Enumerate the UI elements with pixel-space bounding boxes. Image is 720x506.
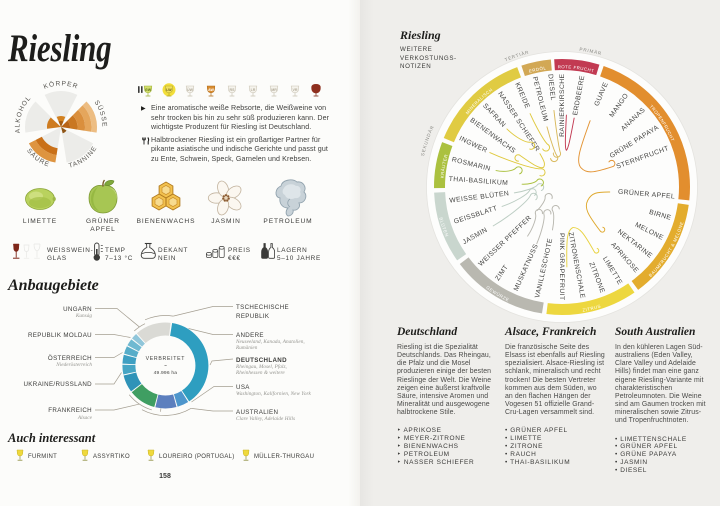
svg-text:LW: LW	[166, 88, 172, 92]
svg-text:VR: VR	[293, 88, 298, 92]
svg-text:AW: AW	[208, 88, 214, 92]
svg-text:DIESEL: DIESEL	[546, 74, 556, 101]
svg-text:BLÜTEN: BLÜTEN	[438, 217, 449, 238]
svg-text:KRÄUTER: KRÄUTER	[440, 154, 449, 179]
svg-text:VERBREITET: VERBREITET	[146, 356, 186, 362]
svg-text:RAINIERKIRSCHE: RAINIERKIRSCHE	[559, 73, 566, 136]
svg-text:~: ~	[164, 364, 167, 370]
svg-text:ZITRUS: ZITRUS	[582, 303, 602, 312]
svg-text:ERDÖL: ERDÖL	[528, 65, 546, 73]
svg-text:ROTE FRUCHT: ROTE FRUCHT	[558, 64, 595, 73]
svg-text:LR: LR	[251, 88, 256, 92]
svg-text:GW: GW	[145, 88, 152, 92]
svg-text:LOUREIRO (PORTUGAL): LOUREIRO (PORTUGAL)	[159, 454, 235, 460]
svg-text:PINK GRAPEFRUIT: PINK GRAPEFRUIT	[558, 233, 565, 301]
svg-text:KÖRPER: KÖRPER	[43, 80, 79, 91]
svg-text:49.996 ha: 49.996 ha	[154, 370, 178, 376]
svg-text:MR: MR	[271, 88, 277, 92]
svg-text:PRIMÄR: PRIMÄR	[579, 47, 602, 57]
svg-text:FURMINT: FURMINT	[28, 454, 57, 460]
svg-text:ASSYRTIKO: ASSYRTIKO	[93, 454, 130, 460]
svg-text:MÜLLER-THURGAU: MÜLLER-THURGAU	[254, 453, 314, 460]
svg-text:RS: RS	[230, 88, 236, 92]
svg-text:THAI-BASILIKUM: THAI-BASILIKUM	[449, 176, 509, 187]
svg-text:ÜW: ÜW	[187, 87, 194, 92]
